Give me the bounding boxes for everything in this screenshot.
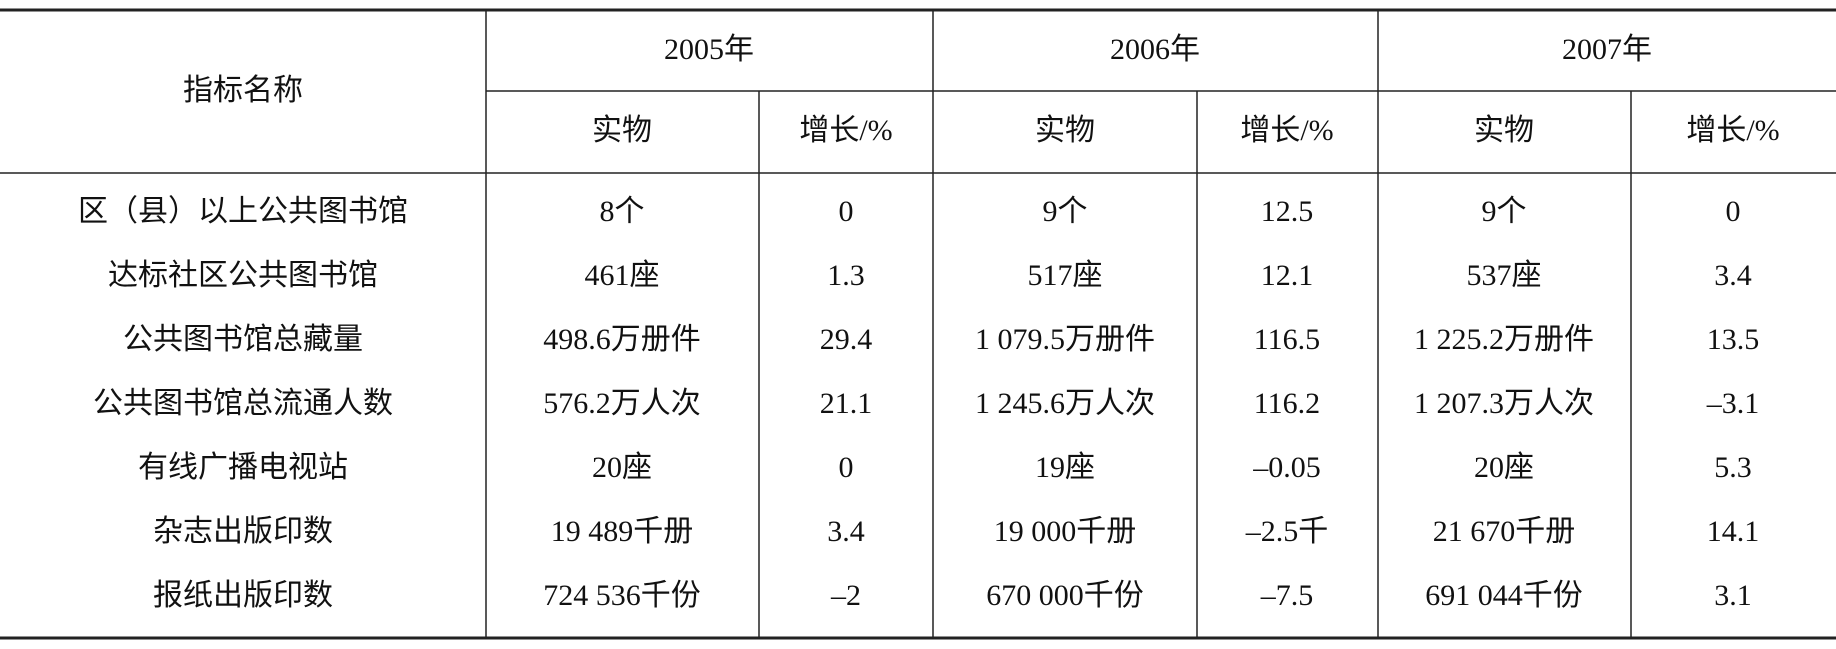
row-label: 杂志出版印数	[153, 515, 333, 548]
cell: 670 000千份	[986, 579, 1144, 612]
indicator-header: 指标名称	[183, 74, 303, 107]
cell: 1 079.5万册件	[975, 323, 1155, 356]
cell: –2.5千	[1245, 515, 1329, 548]
cell: 691 044千份	[1425, 579, 1583, 612]
cell: 461座	[585, 259, 660, 292]
cell: 1.3	[827, 259, 865, 292]
row-label: 区（县）以上公共图书馆	[78, 195, 408, 228]
cell: –0.05	[1252, 451, 1321, 484]
cell: 20座	[1474, 451, 1534, 484]
cell: 3.1	[1714, 579, 1752, 612]
cell: 9个	[1043, 195, 1088, 228]
sub-header: 增长/%	[1240, 114, 1333, 147]
sub-header: 增长/%	[1686, 114, 1779, 147]
cell: 8个	[600, 195, 645, 228]
cell: 3.4	[1714, 259, 1752, 292]
cell: 19 489千册	[551, 515, 694, 548]
cell: –2	[830, 579, 861, 612]
cell: 517座	[1028, 259, 1103, 292]
cell: 13.5	[1707, 323, 1760, 356]
row-label: 达标社区公共图书馆	[108, 259, 378, 292]
cell: 3.4	[827, 515, 865, 548]
cell: 0	[839, 195, 854, 228]
cell: 5.3	[1714, 451, 1752, 484]
cell: 21.1	[820, 387, 873, 420]
cell: 724 536千份	[543, 579, 701, 612]
row-label: 有线广播电视站	[138, 451, 348, 484]
cell: 0	[839, 451, 854, 484]
sub-header: 实物	[1474, 114, 1534, 147]
cell: 0	[1726, 195, 1741, 228]
cell: 576.2万人次	[543, 387, 701, 420]
cell: 21 670千册	[1433, 515, 1576, 548]
row-label: 公共图书馆总藏量	[123, 323, 363, 356]
sub-header: 增长/%	[799, 114, 892, 147]
cell: 29.4	[820, 323, 873, 356]
year-header: 2006年	[1110, 33, 1200, 66]
cell: 9个	[1482, 195, 1527, 228]
cell: –3.1	[1706, 387, 1760, 420]
cell: 19 000千册	[994, 515, 1137, 548]
cell: 20座	[592, 451, 652, 484]
cell: 14.1	[1707, 515, 1760, 548]
cell: 498.6万册件	[543, 323, 701, 356]
cell: 12.1	[1261, 259, 1314, 292]
cell: 116.2	[1254, 387, 1320, 420]
cell: 537座	[1467, 259, 1542, 292]
cell: 1 207.3万人次	[1414, 387, 1594, 420]
cell: 19座	[1035, 451, 1095, 484]
year-header: 2005年	[664, 33, 754, 66]
sub-header: 实物	[1035, 114, 1095, 147]
cell: 116.5	[1254, 323, 1320, 356]
cell: 12.5	[1261, 195, 1314, 228]
row-label: 报纸出版印数	[153, 579, 333, 612]
cell: 1 245.6万人次	[975, 387, 1155, 420]
year-header: 2007年	[1562, 33, 1652, 66]
cell: 1 225.2万册件	[1414, 323, 1594, 356]
cell: –7.5	[1260, 579, 1314, 612]
sub-header: 实物	[592, 114, 652, 147]
row-label: 公共图书馆总流通人数	[93, 387, 393, 420]
